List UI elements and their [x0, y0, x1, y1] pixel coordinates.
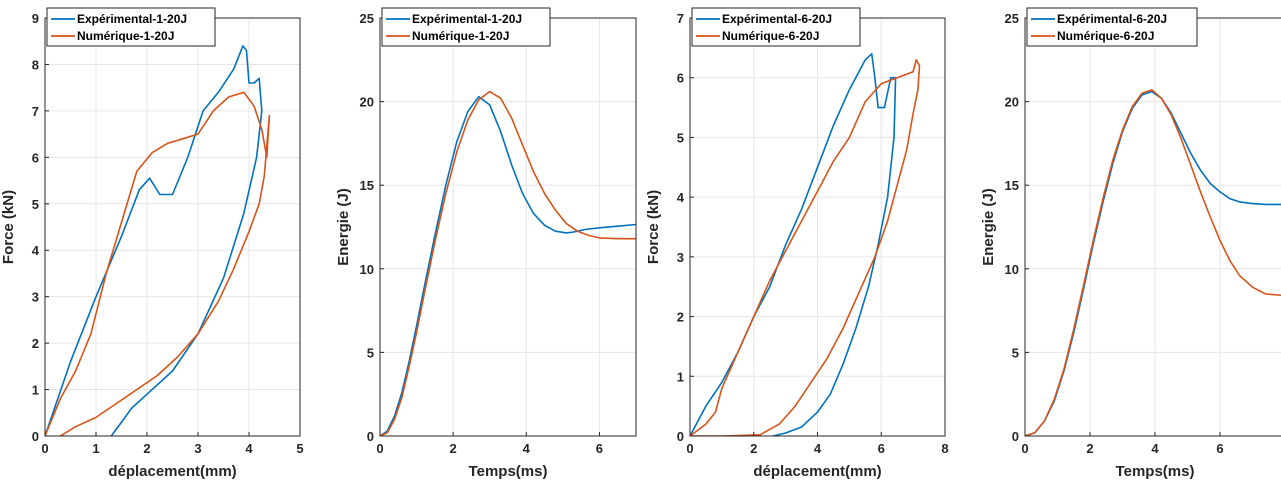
legend-box — [381, 7, 551, 47]
x-axis-label: Temps(ms) — [469, 463, 548, 480]
series-line-2 — [690, 58, 921, 436]
axes-box — [379, 17, 637, 437]
axes-box — [44, 17, 301, 437]
series-line-2 — [380, 90, 636, 436]
x-tick-label: 6 — [878, 441, 885, 456]
legend-label: Expérimental-6-20J — [722, 12, 832, 26]
y-axis-label: Energie (J) — [980, 188, 997, 266]
x-tick-label: 2 — [1086, 441, 1093, 456]
y-tick-label: 20 — [360, 95, 374, 110]
series-line-1 — [1025, 90, 1281, 436]
x-tick-label: 4 — [523, 441, 531, 456]
x-tick-label: 6 — [1216, 441, 1223, 456]
y-tick-label: 6 — [677, 71, 684, 86]
series-line-1 — [690, 52, 897, 436]
series-line-1 — [45, 45, 263, 436]
legend: Expérimental-6-20J Numérique-6-20J — [691, 7, 861, 47]
chart-2: 0 2 4 6 0 5 10 15 20 25 Temps(ms) Energie (J) Expéri… — [335, 7, 637, 480]
y-tick-label: 3 — [32, 290, 39, 305]
y-tick-label: 5 — [1012, 345, 1019, 360]
x-tick-label: 0 — [686, 441, 693, 456]
legend-label: Numérique-1-20J — [412, 29, 509, 43]
y-axis-label: Force (kN) — [0, 190, 17, 264]
series-line-1 — [380, 95, 636, 436]
y-axis-label: Energie (J) — [335, 188, 352, 266]
legend-box — [691, 7, 861, 47]
y-tick-label: 25 — [360, 11, 374, 26]
y-tick-label: 2 — [677, 310, 684, 325]
y-axis-label: Force (kN) — [645, 190, 662, 264]
y-tick-label: 4 — [677, 190, 685, 205]
legend-box — [1026, 7, 1198, 47]
y-tick-label: 2 — [32, 336, 39, 351]
legend-label: Numérique-1-20J — [77, 29, 174, 43]
y-tick-label: 25 — [1005, 11, 1019, 26]
y-tick-label: 3 — [677, 250, 684, 265]
y-tick-label: 10 — [360, 262, 374, 277]
series-line-2 — [45, 91, 271, 436]
y-tick-label: 0 — [677, 429, 684, 444]
y-tick-label: 7 — [32, 104, 39, 119]
legend-label: Expérimental-1-20J — [77, 12, 187, 26]
x-tick-label: 4 — [814, 441, 822, 456]
legend-label: Numérique-6-20J — [722, 29, 819, 43]
y-tick-label: 15 — [360, 178, 374, 193]
x-tick-label: 1 — [92, 441, 99, 456]
y-tick-label: 4 — [32, 243, 40, 258]
x-tick-label: 2 — [143, 441, 150, 456]
legend-label: Expérimental-6-20J — [1057, 12, 1167, 26]
chart-3: 0 2 4 6 8 0 1 2 3 4 5 6 7 déplacement(mm) Force (kN) Ex… — [645, 7, 949, 480]
y-tick-label: 0 — [32, 429, 39, 444]
y-tick-label: 5 — [677, 130, 684, 145]
x-tick-label: 2 — [450, 441, 457, 456]
y-tick-label: 7 — [677, 11, 684, 26]
series-line-2 — [1025, 89, 1281, 436]
x-tick-label: 0 — [41, 441, 48, 456]
x-axis-label: déplacement(mm) — [753, 463, 881, 480]
x-axis-label: Temps(ms) — [1116, 463, 1195, 480]
y-tick-label: 0 — [367, 429, 374, 444]
x-tick-label: 3 — [194, 441, 201, 456]
x-tick-label: 6 — [596, 441, 603, 456]
legend: Expérimental-6-20J Numérique-6-20J — [1026, 7, 1198, 47]
y-tick-label: 6 — [32, 150, 39, 165]
chart-1: 0 1 2 3 4 5 0 1 2 3 4 5 6 7 8 9 déplacement(mm) Force (kN… — [0, 7, 304, 480]
legend: Expérimental-1-20J Numérique-1-20J — [46, 7, 216, 47]
y-tick-label: 0 — [1012, 429, 1019, 444]
legend-label: Expérimental-1-20J — [412, 12, 522, 26]
x-tick-label: 0 — [1021, 441, 1028, 456]
y-tick-label: 15 — [1005, 178, 1019, 193]
y-tick-label: 5 — [32, 197, 39, 212]
y-tick-label: 5 — [367, 345, 374, 360]
chart-4: 024680510152025Temps(ms)Energie (J)Expér… — [980, 7, 1281, 480]
legend-box — [46, 7, 216, 47]
x-axis-label: déplacement(mm) — [108, 463, 236, 480]
y-tick-label: 10 — [1005, 262, 1019, 277]
x-tick-label: 4 — [1151, 441, 1159, 456]
legend-label: Numérique-6-20J — [1057, 29, 1154, 43]
y-tick-label: 1 — [677, 369, 684, 384]
x-tick-label: 0 — [376, 441, 383, 456]
x-tick-label: 8 — [941, 441, 948, 456]
x-tick-label: 4 — [245, 441, 253, 456]
y-tick-label: 9 — [32, 11, 39, 26]
y-tick-label: 20 — [1005, 95, 1019, 110]
y-tick-label: 1 — [32, 383, 39, 398]
legend: Expérimental-1-20J Numérique-1-20J — [381, 7, 551, 47]
y-tick-label: 8 — [32, 57, 39, 72]
x-tick-label: 2 — [750, 441, 757, 456]
x-tick-label: 5 — [296, 441, 303, 456]
